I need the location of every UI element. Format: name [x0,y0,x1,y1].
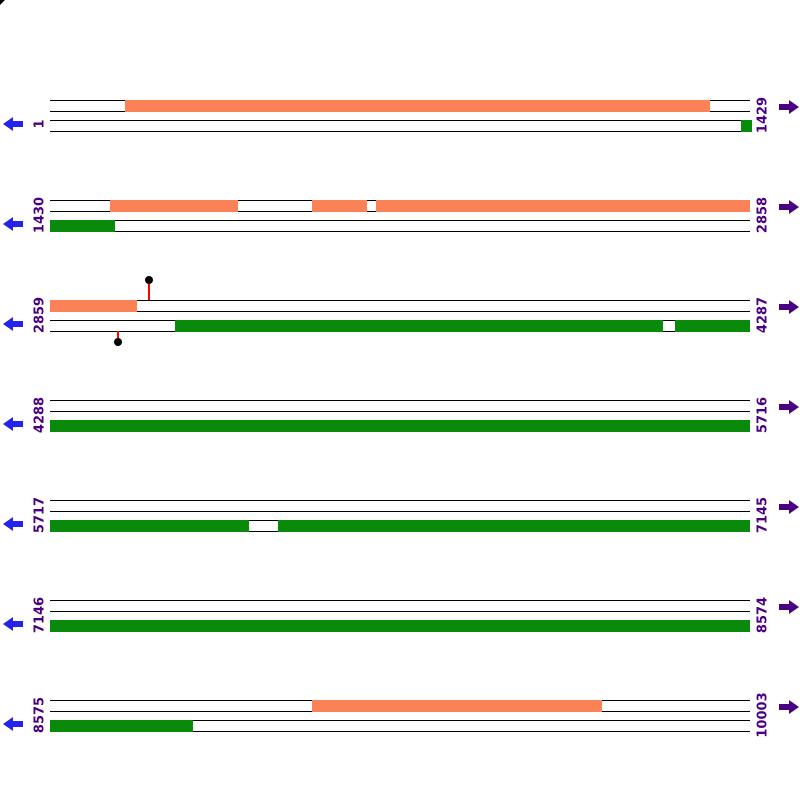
left-arrow-icon [3,317,23,331]
row-end-coordinate: 1429 [755,96,771,134]
row-start-coordinate: 5717 [32,496,48,534]
right-arrow-icon [779,500,799,514]
sequence-row: 8575 10003 [0,692,800,738]
lollipop-marker-icon [145,276,153,284]
top-strand-feature[interactable] [50,300,137,312]
bottom-strand-feature[interactable] [175,320,663,332]
left-arrow-icon [3,517,23,531]
bottom-strand-feature[interactable] [741,120,752,132]
sequence-row: 7146 8574 [0,597,800,633]
track-line [50,231,750,232]
right-arrow-icon [779,100,799,114]
right-arrow-icon [779,400,799,414]
right-arrow-icon [779,300,799,314]
bottom-strand-feature[interactable] [675,320,750,332]
top-strand-feature[interactable] [376,200,750,212]
next-page-arrow[interactable] [779,699,799,714]
row-end-coordinate: 5716 [755,396,771,434]
bottom-strand-feature[interactable] [50,420,750,432]
next-page-arrow[interactable] [779,299,799,314]
prev-page-arrow[interactable] [3,616,23,631]
top-strand-feature[interactable] [312,200,367,212]
top-strand-feature[interactable] [312,700,602,712]
row-start-coordinate: 4288 [32,396,48,434]
left-arrow-icon [3,717,23,731]
left-arrow-icon [3,617,23,631]
next-page-arrow[interactable] [779,499,799,514]
left-arrow-icon [3,117,23,131]
pin-stem [148,283,150,300]
pin-stem [117,331,119,338]
row-end-coordinate: 2858 [755,196,771,234]
right-arrow-icon [779,200,799,214]
top-strand-feature[interactable] [125,100,710,112]
track-line [50,731,750,732]
row-start-coordinate: 8575 [32,696,48,734]
sequence-row: 4288 5716 [0,397,800,433]
left-arrow-icon [3,417,23,431]
track-line [50,220,750,221]
track-line [50,511,750,512]
bottom-strand-feature[interactable] [50,520,249,532]
row-end-coordinate: 7145 [755,496,771,534]
sequence-row: 5717 7145 [0,497,800,533]
right-arrow-icon [779,700,799,714]
row-start-coordinate: 1430 [32,196,48,234]
row-end-coordinate: 10003 [755,692,771,738]
track-line [50,600,750,601]
row-start-coordinate: 7146 [32,596,48,634]
prev-page-arrow[interactable] [3,216,23,231]
bottom-strand-feature[interactable] [50,220,115,232]
sequence-row: 2859 4287 [0,276,800,346]
next-page-arrow[interactable] [779,99,799,114]
sequence-row: 1430 2858 [0,197,800,233]
track-line [50,120,750,121]
track-line [50,611,750,612]
track-line [50,500,750,501]
left-arrow-icon [3,217,23,231]
prev-page-arrow[interactable] [3,416,23,431]
track-line [50,720,750,721]
track-line [50,400,750,401]
sequence-row: 1 1429 [0,97,800,133]
bottom-strand-feature[interactable] [50,620,750,632]
bottom-strand-feature[interactable] [278,520,750,532]
track-line [50,411,750,412]
top-strand-feature[interactable] [110,200,238,212]
prev-page-arrow[interactable] [3,716,23,731]
row-end-coordinate: 4287 [755,296,771,334]
prev-page-arrow[interactable] [3,516,23,531]
row-start-coordinate: 1 [32,119,48,129]
track-line [50,131,750,132]
row-end-coordinate: 8574 [755,596,771,634]
prev-page-arrow[interactable] [3,316,23,331]
next-page-arrow[interactable] [779,199,799,214]
corner-mark [0,0,5,5]
track-line [50,300,750,301]
next-page-arrow[interactable] [779,599,799,614]
right-arrow-icon [779,600,799,614]
next-page-arrow[interactable] [779,399,799,414]
lollipop-marker-icon [114,338,122,346]
bottom-strand-feature[interactable] [50,720,193,732]
row-start-coordinate: 2859 [32,296,48,334]
prev-page-arrow[interactable] [3,116,23,131]
track-line [50,311,750,312]
